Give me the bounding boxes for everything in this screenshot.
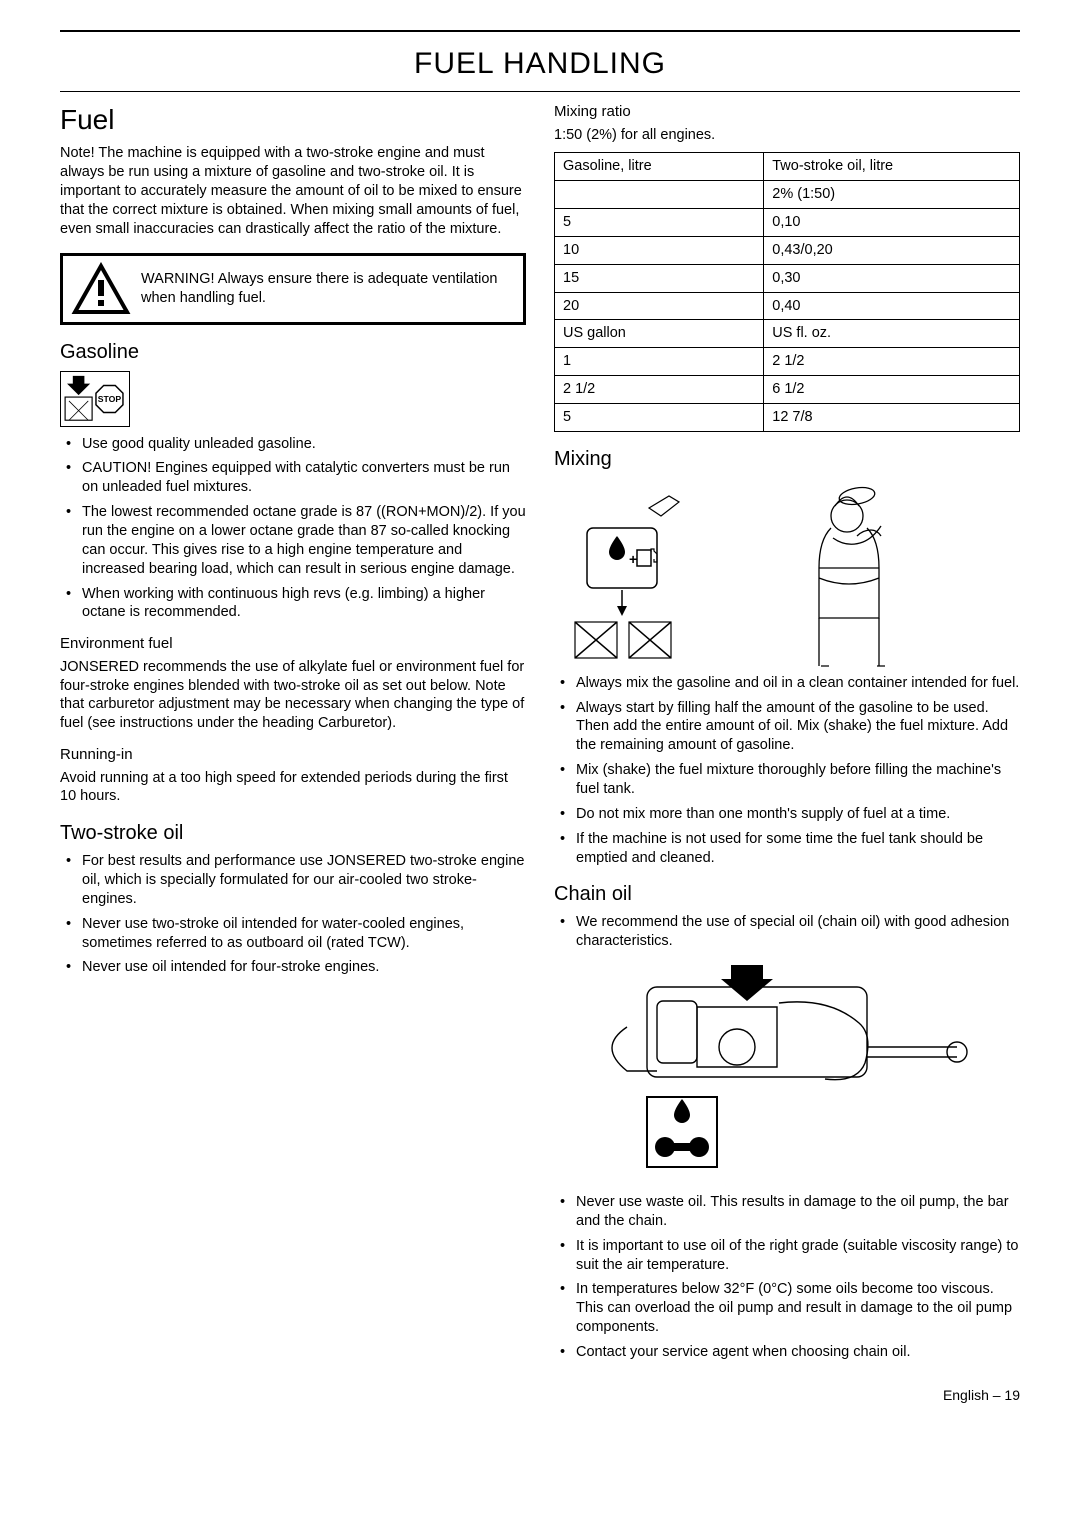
list-item: When working with continuous high revs (… [60,585,526,623]
table-row: 200,40 [555,292,1020,320]
left-column: Fuel Note! The machine is equipped with … [60,102,526,1368]
running-in-heading: Running-in [60,745,526,765]
chain-oil-heading: Chain oil [554,881,1020,907]
list-item: If the machine is not used for some time… [554,830,1020,868]
table-cell: 5 [555,403,764,431]
table-row: Gasoline, litreTwo-stroke oil, litre [555,153,1020,181]
table-cell: 15 [555,264,764,292]
table-cell: 20 [555,292,764,320]
table-cell: 2% (1:50) [764,181,1020,209]
table-row: 2 1/26 1/2 [555,376,1020,404]
list-item: Never use oil intended for four-stroke e… [60,958,526,977]
table-cell: US fl. oz. [764,320,1020,348]
list-item: It is important to use oil of the right … [554,1237,1020,1275]
svg-text:+: + [629,551,637,567]
gasoline-stop-icon: STOP [60,371,130,427]
mixing-illustration: + [554,478,1020,668]
table-row: US gallonUS fl. oz. [555,320,1020,348]
mixing-bullets: Always mix the gasoline and oil in a cle… [554,674,1020,868]
list-item: CAUTION! Engines equipped with catalytic… [60,459,526,497]
mixing-ratio-table: Gasoline, litreTwo-stroke oil, litre2% (… [554,152,1020,431]
running-in-text: Avoid running at a too high speed for ex… [60,769,526,807]
table-row: 512 7/8 [555,403,1020,431]
table-cell: Gasoline, litre [555,153,764,181]
list-item: Never use waste oil. This results in dam… [554,1193,1020,1231]
table-cell: 0,43/0,20 [764,236,1020,264]
chain-oil-illustration [554,957,1020,1187]
env-fuel-text: JONSERED recommends the use of alkylate … [60,658,526,733]
table-cell [555,181,764,209]
table-cell: 2 1/2 [555,376,764,404]
list-item: The lowest recommended octane grade is 8… [60,503,526,578]
table-cell: 1 [555,348,764,376]
page-title: FUEL HANDLING [60,44,1020,83]
page-footer: English – 19 [60,1386,1020,1404]
mixing-ratio-table-body: Gasoline, litreTwo-stroke oil, litre2% (… [555,153,1020,431]
list-item: Always mix the gasoline and oil in a cle… [554,674,1020,693]
table-cell: 10 [555,236,764,264]
list-item: Mix (shake) the fuel mixture thoroughly … [554,761,1020,799]
chain-oil-bullets-top: We recommend the use of special oil (cha… [554,913,1020,951]
fuel-heading: Fuel [60,102,526,138]
table-row: 50,10 [555,209,1020,237]
list-item: Do not mix more than one month's supply … [554,805,1020,824]
list-item: For best results and performance use JON… [60,852,526,909]
content-columns: Fuel Note! The machine is equipped with … [60,102,1020,1368]
mixing-ratio-text: 1:50 (2%) for all engines. [554,126,1020,145]
table-cell: 0,10 [764,209,1020,237]
right-column: Mixing ratio 1:50 (2%) for all engines. … [554,102,1020,1368]
two-stroke-heading: Two-stroke oil [60,820,526,846]
table-cell: 0,40 [764,292,1020,320]
table-cell: 6 1/2 [764,376,1020,404]
list-item: Use good quality unleaded gasoline. [60,435,526,454]
gasoline-heading: Gasoline [60,339,526,365]
svg-text:STOP: STOP [98,394,122,404]
two-stroke-bullets: For best results and performance use JON… [60,852,526,977]
table-row: 100,43/0,20 [555,236,1020,264]
list-item: Never use two-stroke oil intended for wa… [60,915,526,953]
list-item: In temperatures below 32°F (0°C) some oi… [554,1280,1020,1337]
warning-text: WARNING! Always ensure there is adequate… [141,270,515,308]
chain-oil-bullets-bottom: Never use waste oil. This results in dam… [554,1193,1020,1362]
table-cell: Two-stroke oil, litre [764,153,1020,181]
table-row: 150,30 [555,264,1020,292]
env-fuel-heading: Environment fuel [60,634,526,654]
warning-triangle-icon [71,262,131,316]
list-item: We recommend the use of special oil (cha… [554,913,1020,951]
table-row: 2% (1:50) [555,181,1020,209]
list-item: Always start by filling half the amount … [554,699,1020,756]
table-cell: 12 7/8 [764,403,1020,431]
top-rule [60,30,1020,32]
table-cell: 2 1/2 [764,348,1020,376]
fuel-note: Note! The machine is equipped with a two… [60,144,526,238]
mixing-heading: Mixing [554,446,1020,472]
mixing-ratio-heading: Mixing ratio [554,102,1020,122]
table-cell: 5 [555,209,764,237]
warning-box: WARNING! Always ensure there is adequate… [60,253,526,325]
table-cell: US gallon [555,320,764,348]
under-rule [60,91,1020,92]
table-row: 12 1/2 [555,348,1020,376]
table-cell: 0,30 [764,264,1020,292]
list-item: Contact your service agent when choosing… [554,1343,1020,1362]
gasoline-bullets: Use good quality unleaded gasoline. CAUT… [60,435,526,623]
